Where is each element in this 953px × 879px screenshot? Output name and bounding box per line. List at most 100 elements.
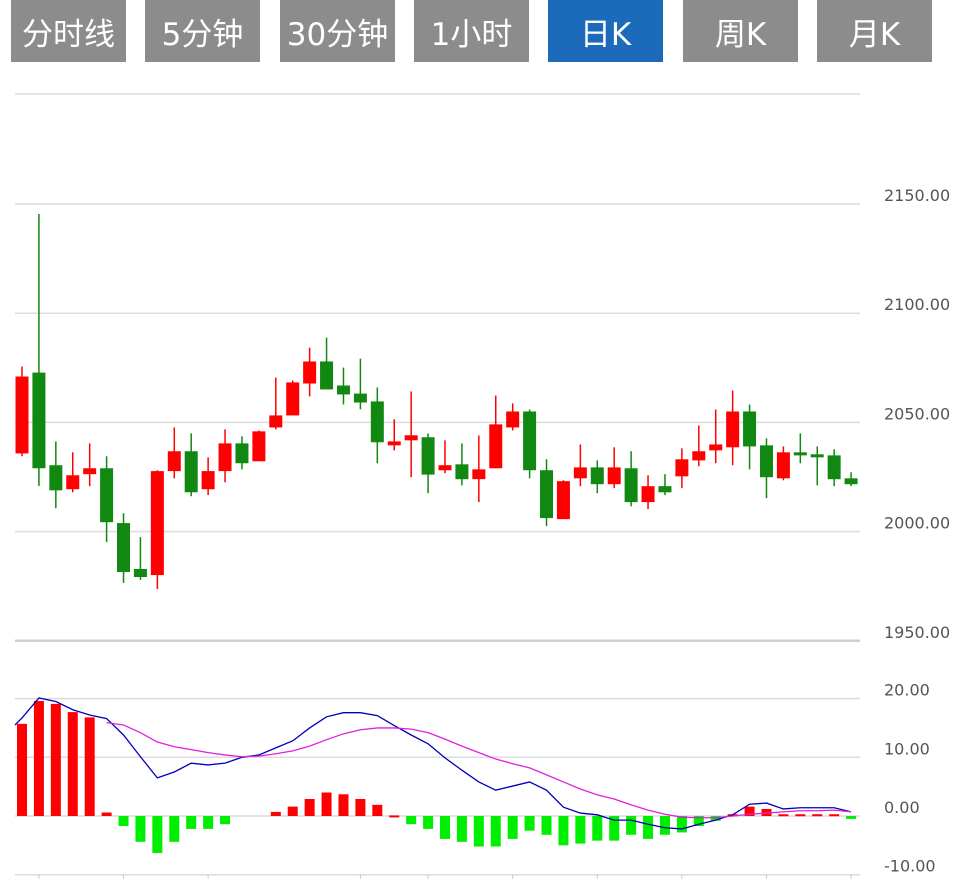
- tab-weekly-k[interactable]: 周K: [683, 0, 798, 62]
- macd-bar-positive: [33, 700, 44, 816]
- macd-bar-positive: [795, 814, 806, 817]
- macd-bar-negative: [152, 816, 163, 853]
- tab-1hour[interactable]: 1小时: [414, 0, 529, 62]
- candle-up: [269, 415, 283, 428]
- candle-down: [658, 486, 672, 493]
- macd-bar-positive: [50, 703, 61, 816]
- candle-up: [167, 451, 181, 472]
- macd-bar-positive: [101, 812, 112, 816]
- candle-up: [66, 475, 80, 490]
- tab-daily-k[interactable]: 日K: [548, 0, 663, 62]
- tab-30min[interactable]: 30分钟: [280, 0, 395, 62]
- candle-down: [184, 451, 198, 493]
- candle-down: [540, 470, 554, 519]
- candle-up: [150, 471, 164, 576]
- price-axis-label: 2150.00: [884, 186, 950, 205]
- macd-bar-positive: [321, 792, 332, 816]
- candle-down: [421, 437, 435, 475]
- price-axis-label: 2000.00: [884, 514, 950, 533]
- macd-bar-negative: [558, 816, 569, 846]
- candle-down: [759, 445, 773, 478]
- candle-down: [336, 385, 350, 395]
- candle-up: [438, 465, 452, 471]
- macd-bar-positive: [829, 814, 840, 817]
- candle-down: [827, 455, 841, 480]
- candle-down: [353, 393, 367, 403]
- macd-bar-negative: [440, 816, 450, 839]
- macd-bar-negative: [490, 816, 501, 847]
- candle-up: [252, 431, 266, 462]
- macd-bar-positive: [304, 798, 315, 816]
- macd-bar-positive: [338, 794, 349, 816]
- macd-axis-label: 10.00: [884, 739, 930, 758]
- macd-bar-positive: [389, 815, 400, 818]
- candle-up: [15, 376, 29, 454]
- price-axis-label: 2050.00: [884, 404, 950, 423]
- candle-down: [235, 443, 249, 464]
- macd-bar-negative: [203, 816, 214, 829]
- candle-up: [675, 459, 689, 477]
- candle-up: [506, 411, 520, 428]
- candle-up: [286, 382, 300, 416]
- macd-bar-negative: [524, 816, 535, 831]
- price-axis-label: 1950.00: [884, 623, 950, 642]
- period-tabs: 分时线 5分钟 30分钟 1小时 日K 周K 月K: [0, 0, 953, 62]
- macd-bar-positive: [812, 814, 823, 817]
- candle-down: [100, 468, 114, 523]
- macd-bar-negative: [220, 816, 231, 825]
- candle-up: [472, 469, 486, 480]
- macd-bar-negative: [846, 816, 857, 819]
- macd-bar-negative: [693, 816, 704, 826]
- macd-bar-negative: [118, 816, 129, 826]
- candle-up: [83, 468, 97, 475]
- macd-bar-positive: [67, 712, 78, 816]
- candle-down: [743, 411, 757, 447]
- macd-bar-positive: [287, 806, 298, 816]
- candle-down: [590, 467, 604, 485]
- candle-up: [776, 452, 790, 479]
- candle-down: [370, 401, 384, 443]
- candle-up: [489, 424, 503, 469]
- macd-axis-label: 20.00: [884, 681, 930, 700]
- candle-down: [49, 465, 63, 491]
- macd-bar-negative: [169, 816, 180, 842]
- candle-down: [117, 523, 131, 573]
- tab-intraday[interactable]: 分时线: [11, 0, 126, 62]
- candle-up: [218, 443, 232, 472]
- candle-up: [387, 441, 401, 446]
- candle-up: [607, 467, 621, 485]
- macd-bar-negative: [541, 816, 552, 835]
- macd-bar-negative: [626, 816, 637, 835]
- macd-bar-positive: [84, 717, 95, 816]
- macd-bar-negative: [406, 816, 417, 825]
- candle-up: [726, 411, 740, 448]
- macd-bar-negative: [507, 816, 518, 839]
- candle-up: [573, 467, 587, 479]
- macd-bar-positive: [744, 806, 755, 816]
- macd-bar-positive: [355, 798, 366, 816]
- macd-bar-positive: [778, 814, 789, 817]
- candle-down: [133, 568, 147, 578]
- dea-line: [106, 722, 852, 819]
- macd-bar-negative: [676, 816, 687, 833]
- candle-up: [709, 444, 723, 451]
- macd-bar-negative: [135, 816, 146, 842]
- macd-bar-negative: [423, 816, 434, 829]
- tab-5min[interactable]: 5分钟: [145, 0, 260, 62]
- macd-bar-positive: [17, 723, 27, 816]
- tab-monthly-k[interactable]: 月K: [817, 0, 932, 62]
- candle-down: [523, 411, 537, 471]
- candle-down: [32, 372, 46, 469]
- macd-bar-positive: [372, 804, 383, 816]
- macd-bar-negative: [473, 816, 484, 847]
- candle-up: [201, 471, 215, 490]
- macd-bar-negative: [575, 816, 586, 844]
- candle-down: [455, 464, 469, 480]
- candle-up: [692, 451, 706, 461]
- macd-bar-negative: [186, 816, 197, 829]
- candle-up: [556, 481, 570, 520]
- macd-axis-label: 0.00: [884, 798, 920, 817]
- candle-up: [404, 435, 418, 441]
- candle-down: [624, 468, 638, 503]
